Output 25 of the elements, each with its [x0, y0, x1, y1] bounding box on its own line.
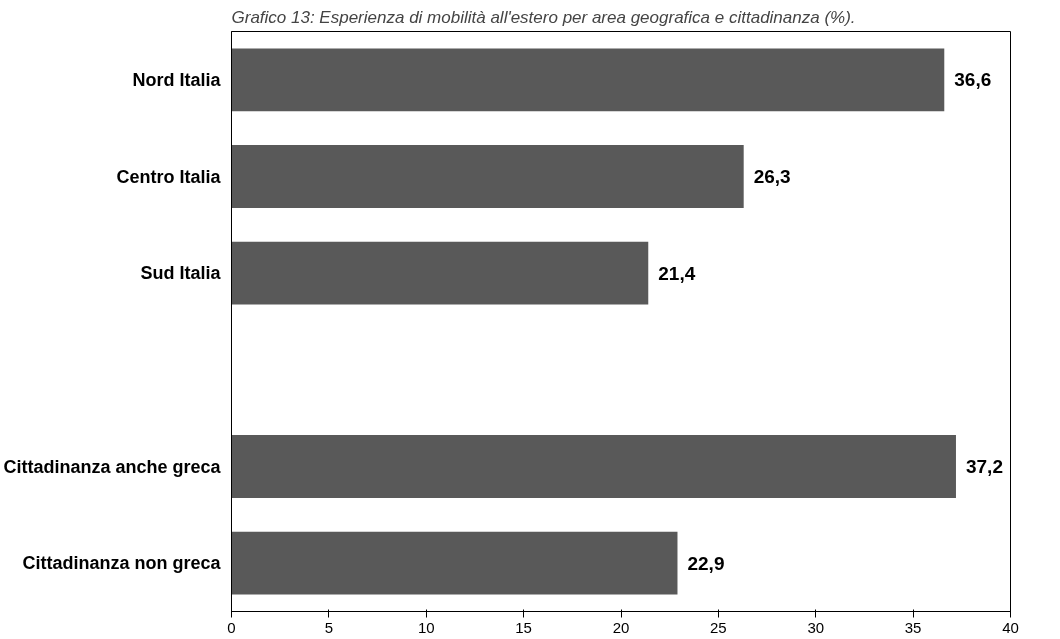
bar	[231, 531, 678, 595]
data-label: 36,6	[954, 69, 992, 91]
x-tick-label: 20	[612, 618, 630, 636]
y-tick-label: Cittadinanza anche greca	[3, 456, 222, 477]
bar	[231, 241, 649, 305]
y-tick-label: Centro Italia	[116, 166, 222, 187]
x-tick-label: 5	[324, 618, 334, 636]
x-tick-label: 15	[515, 618, 532, 636]
bar	[231, 145, 744, 208]
bar	[231, 48, 945, 112]
chart-title: Grafico 13: Esperienza di mobilità all'estero per area geografica e cittadinanza (%).	[231, 7, 856, 27]
data-label: 26,3	[753, 166, 791, 187]
data-label: 37,2	[965, 456, 1003, 477]
x-tick-label: 35	[904, 618, 922, 636]
x-tick-label: 10	[417, 618, 435, 636]
bar	[231, 435, 956, 498]
y-tick-label: Cittadinanza non greca	[22, 553, 222, 574]
x-tick-label: 40	[1002, 618, 1019, 636]
x-tick-label: 0	[227, 618, 236, 636]
data-label: 21,4	[658, 262, 696, 284]
data-label: 22,9	[687, 552, 725, 574]
x-tick-label: 25	[710, 618, 727, 636]
x-tick-label: 30	[807, 618, 825, 636]
y-tick-label: Nord Italia	[132, 69, 222, 90]
y-tick-label: Sud Italia	[140, 263, 222, 284]
